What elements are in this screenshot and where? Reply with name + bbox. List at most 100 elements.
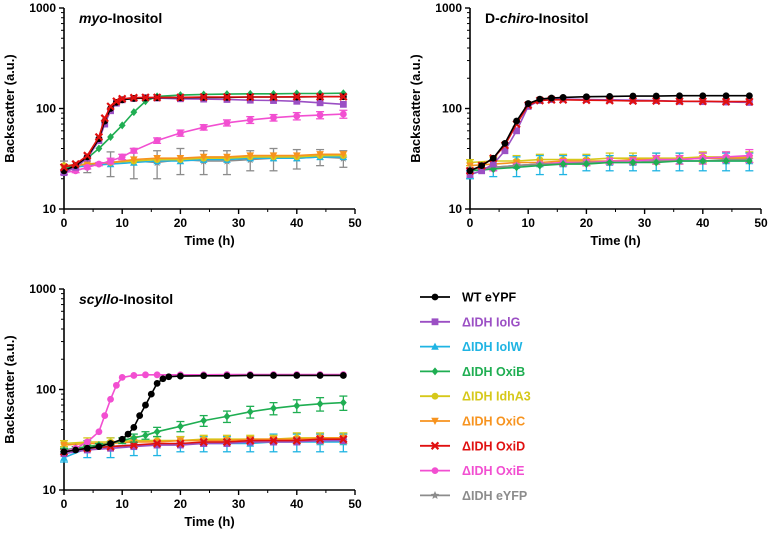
data-point [536, 161, 544, 170]
data-point [153, 371, 161, 379]
data-point [159, 375, 167, 383]
data-point [606, 92, 614, 100]
data-point [316, 151, 324, 159]
legend: WT eYPF ΔIDH IolG ΔIDH IolW ΔIDH OxiB ΔIDH I… [420, 291, 531, 503]
data-point [142, 371, 149, 379]
x-tick-label: 50 [348, 497, 362, 511]
data-point [745, 157, 753, 166]
data-point [501, 139, 509, 147]
data-point [165, 373, 173, 381]
x-tick-label: 30 [232, 497, 246, 511]
data-point [107, 444, 114, 452]
data-point [339, 398, 347, 407]
legend-item-oxiB: ΔIDH OxiB [420, 365, 525, 379]
data-point [130, 443, 138, 451]
data-point [466, 171, 474, 178]
data-point [339, 110, 347, 118]
legend-marker [431, 293, 439, 301]
data-point [95, 428, 103, 436]
data-point [124, 430, 132, 438]
data-point [95, 160, 103, 168]
data-point [59, 163, 69, 172]
data-point [478, 167, 486, 175]
panel-title-part: -Inositol [534, 10, 588, 26]
panel-title-part: -Inositol [119, 291, 173, 307]
data-point [339, 100, 347, 108]
data-point [699, 157, 707, 166]
data-point [559, 93, 567, 101]
legend-item-oxiD: ΔIDH OxiD [420, 439, 525, 453]
data-point [583, 160, 590, 169]
data-point [316, 372, 324, 379]
data-point [721, 97, 731, 106]
data-point [293, 401, 301, 410]
data-point [628, 96, 638, 106]
data-point [270, 114, 277, 122]
data-point [200, 416, 208, 425]
data-point [293, 152, 301, 160]
legend-item-oxiC: ΔIDH OxiC [420, 415, 525, 429]
y-tick-label: 100 [36, 102, 56, 116]
data-point [246, 372, 254, 379]
data-point [130, 147, 138, 155]
data-point [293, 97, 301, 105]
data-point [222, 92, 232, 102]
panel-2: 10 100 1000 0 10 20 30 40 50 Time (h) Backscatter … [408, 1, 768, 248]
data-point [269, 92, 278, 102]
data-point [200, 123, 208, 131]
legend-item-eyfp: ΔIDH eYFP [420, 489, 527, 503]
data-point [699, 92, 707, 100]
data-point [316, 99, 324, 107]
legend-label: ΔIDH IdhA3 [462, 390, 531, 404]
data-point [118, 121, 126, 130]
data-point [142, 401, 149, 409]
data-point [722, 92, 730, 100]
x-tick-label: 10 [116, 497, 130, 511]
series-line [63, 374, 344, 453]
data-point [112, 97, 121, 106]
data-point [629, 158, 637, 167]
data-point [524, 100, 532, 107]
data-point [745, 92, 753, 100]
x-axis-label: Time (h) [184, 233, 234, 248]
data-point [199, 153, 208, 161]
data-point [94, 132, 104, 142]
data-point [246, 92, 255, 102]
x-tick-label: 40 [696, 216, 710, 230]
panel-title-part: myo [79, 10, 108, 26]
data-point [200, 372, 208, 380]
data-point [95, 144, 103, 153]
data-point [292, 436, 301, 445]
panel-title-part: D- [485, 10, 500, 26]
panel-title-part: scyllo [79, 291, 119, 307]
data-point [292, 92, 301, 101]
data-point [130, 156, 138, 164]
x-tick-label: 0 [61, 216, 68, 230]
x-tick-label: 10 [522, 216, 536, 230]
legend-label: ΔIDH IolW [462, 340, 523, 354]
data-point [60, 448, 68, 456]
panel-title-part: chiro [500, 10, 535, 26]
legend-label: ΔIDH OxiC [462, 415, 525, 429]
y-axis-label: Backscatter (a.u.) [2, 54, 17, 162]
data-point [513, 117, 520, 125]
data-point [199, 92, 208, 102]
legend-marker [431, 367, 439, 376]
data-point [293, 372, 301, 379]
y-tick-label: 10 [43, 483, 57, 497]
x-tick-label: 40 [290, 497, 304, 511]
y-tick-label: 1000 [29, 282, 56, 296]
data-point [129, 440, 139, 450]
data-point [513, 127, 520, 135]
data-point [71, 159, 80, 169]
legend-item-idhA3: ΔIDH IdhA3 [420, 390, 531, 404]
series-oxiB [466, 157, 753, 175]
legend-marker [431, 318, 439, 326]
data-point [153, 427, 161, 436]
data-point [118, 373, 126, 381]
series-wt [466, 92, 753, 175]
x-tick-label: 0 [467, 216, 474, 230]
data-point [339, 92, 348, 101]
data-point [130, 423, 138, 431]
